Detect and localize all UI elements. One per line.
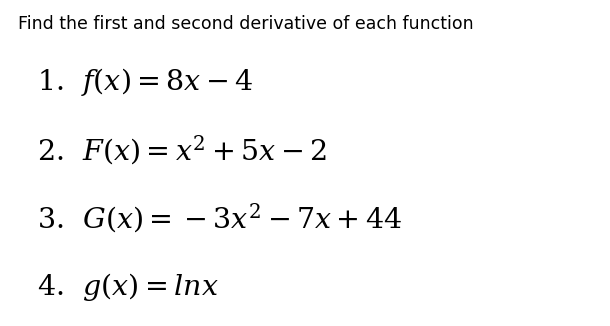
Text: Find the first and second derivative of each function: Find the first and second derivative of … (18, 15, 474, 33)
Text: 1.  $f(x) = 8x - 4$: 1. $f(x) = 8x - 4$ (37, 66, 253, 97)
Text: 3.  $G(x) = -3x^2 - 7x + 44$: 3. $G(x) = -3x^2 - 7x + 44$ (37, 202, 402, 235)
Text: 4.  $g(x) = \mathit{ln}x$: 4. $g(x) = \mathit{ln}x$ (37, 271, 218, 303)
Text: 2.  $F(x) = x^2 + 5x - 2$: 2. $F(x) = x^2 + 5x - 2$ (37, 133, 326, 167)
